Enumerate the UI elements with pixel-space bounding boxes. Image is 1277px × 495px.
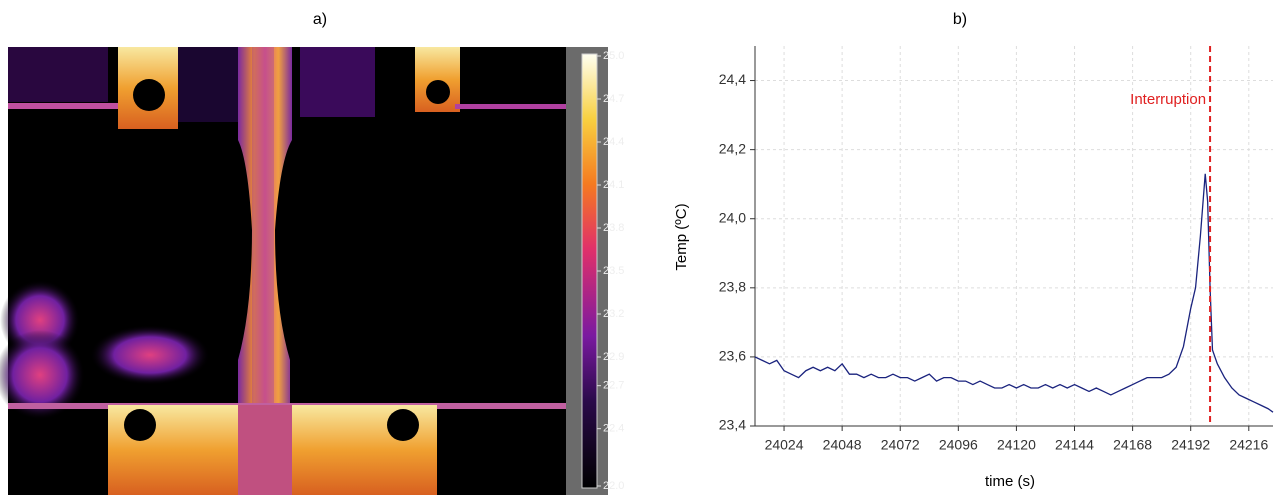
bolt xyxy=(133,79,165,111)
colorbar-tick-label: 23.5 xyxy=(603,265,624,277)
y-tick-label: 24,2 xyxy=(719,140,746,156)
y-tick-label: 24,4 xyxy=(719,71,746,87)
colorbar xyxy=(581,53,598,489)
colorbar-tick-label: 24.4 xyxy=(603,136,624,148)
bolt xyxy=(387,409,419,441)
annotation: Interruption xyxy=(1130,91,1206,108)
x-tick-label: 24144 xyxy=(1055,437,1094,453)
x-tick-label: 24048 xyxy=(823,437,862,453)
upper-left-region xyxy=(8,47,108,102)
chart-title: b) xyxy=(953,11,967,28)
colorbar-tick-label: 22.7 xyxy=(603,380,624,392)
x-tick-label: 24096 xyxy=(939,437,978,453)
x-tick-label: 24168 xyxy=(1113,437,1152,453)
colorbar-ticks: 25.0 24.7 24.4 24.1 23.8 23.5 23.2 22.9 22.7 22.4… xyxy=(597,50,624,492)
colorbar-tick-label: 25.0 xyxy=(603,50,624,62)
thermal-image xyxy=(0,47,608,495)
lower-specimen xyxy=(238,405,292,495)
upper-left-bar xyxy=(8,103,128,109)
y-tick-label: 23,8 xyxy=(719,279,746,295)
x-tick-label: 24192 xyxy=(1171,437,1210,453)
upper-clamp-right xyxy=(300,47,375,117)
bolt xyxy=(124,409,156,441)
panel-label: a) xyxy=(313,11,327,28)
bolt xyxy=(426,80,450,104)
data-line xyxy=(754,173,1274,413)
y-tick-label: 23,6 xyxy=(719,348,746,364)
y-tick-label: 24,0 xyxy=(719,209,746,225)
x-tick-label: 24024 xyxy=(765,437,804,453)
specimen xyxy=(238,47,292,405)
heat-spot xyxy=(90,325,210,385)
x-tick-label: 24072 xyxy=(881,437,920,453)
y-axis-label: Temp (ºC) xyxy=(673,203,690,270)
x-axis-label: time (s) xyxy=(985,473,1035,490)
x-tick-label: 24216 xyxy=(1229,437,1268,453)
colorbar-tick-label: 24.7 xyxy=(603,93,624,105)
upper-right-bar xyxy=(455,104,566,109)
colorbar-tick-label: 22.0 xyxy=(603,480,624,492)
heat-spot xyxy=(0,330,85,420)
colorbar-tick-label: 24.1 xyxy=(603,179,624,191)
y-tick-label: 23,4 xyxy=(719,417,746,433)
chart: b) time (s) Temp (ºC) 23,4 23,6 23,8 24,0 24… xyxy=(673,11,1274,490)
specimen-core xyxy=(252,47,274,407)
upper-clamp xyxy=(178,47,238,122)
colorbar-tick-label: 22.9 xyxy=(603,351,624,363)
colorbar-tick-label: 22.4 xyxy=(603,423,624,435)
colorbar-tick-label: 23.2 xyxy=(603,308,624,320)
colorbar-tick-label: 23.8 xyxy=(603,222,624,234)
x-tick-label: 24120 xyxy=(997,437,1036,453)
